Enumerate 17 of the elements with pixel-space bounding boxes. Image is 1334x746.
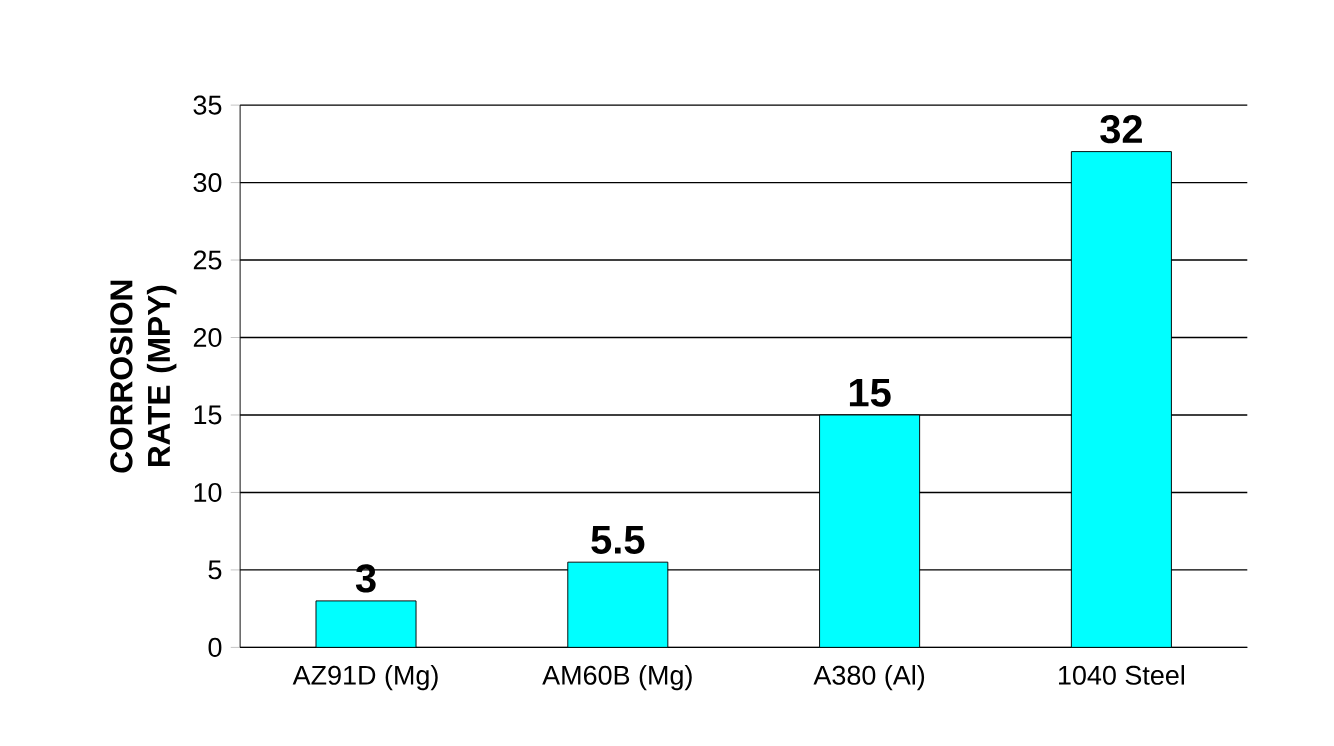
data-label: 15 <box>849 378 891 407</box>
x-tick-label: A380 (Al) <box>813 665 925 691</box>
y-axis-title: CORROSION RATE (MPY) <box>110 280 177 473</box>
x-tick-label: AM60B (Mg) <box>542 665 692 691</box>
y-tick-label: 0 <box>208 637 222 657</box>
y-tick-label: 15 <box>194 405 222 425</box>
y-tick-label: 5 <box>208 560 222 580</box>
y-tick-label: 30 <box>193 172 222 193</box>
x-tick-label: 1040 Steel <box>1059 665 1185 685</box>
data-label: 3 <box>355 564 376 593</box>
y-tick-label: 20 <box>193 327 222 347</box>
data-label: 32 <box>1100 114 1142 144</box>
y-tick-label: 10 <box>194 482 222 502</box>
y-tick-label: 25 <box>193 250 222 270</box>
data-label: 5.5 <box>591 526 645 554</box>
y-tick-label: 35 <box>193 95 222 115</box>
x-tick-label: AZ91D (Mg) <box>292 665 438 691</box>
